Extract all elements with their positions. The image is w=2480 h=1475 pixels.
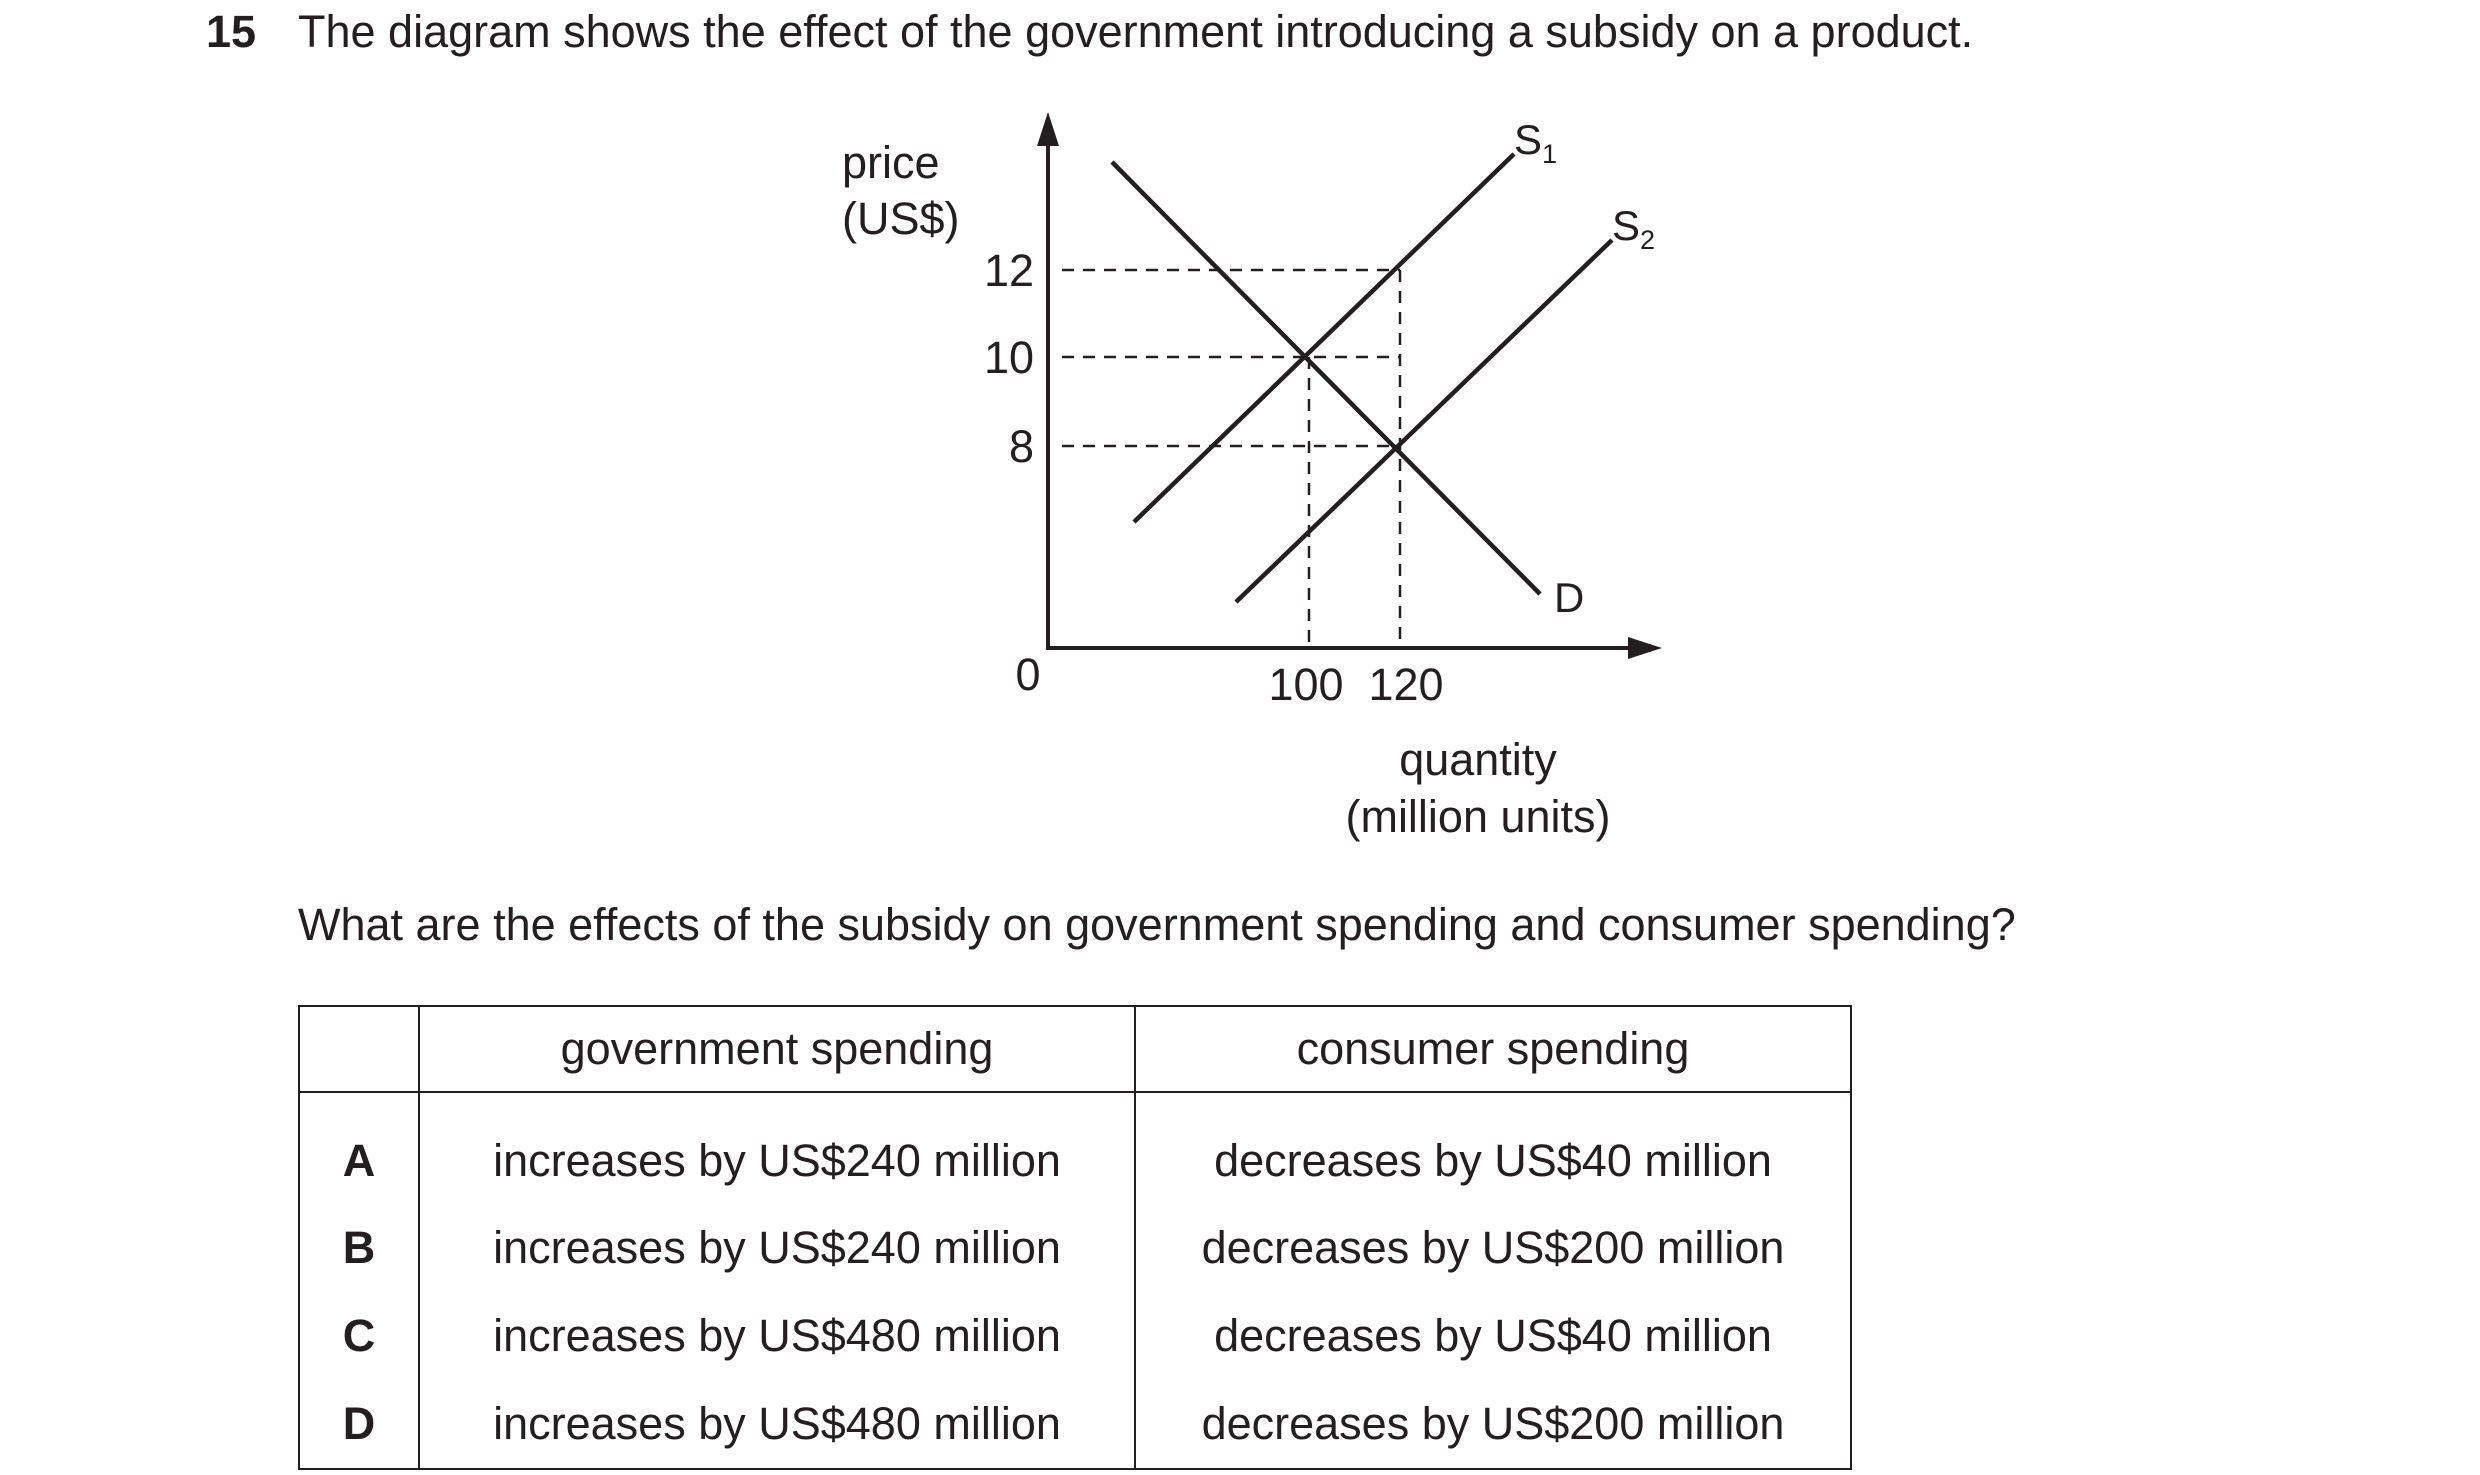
x-axis-arrow — [1628, 637, 1662, 659]
option-letter[interactable]: D — [298, 1380, 420, 1470]
y-axis-label-line1: price — [842, 137, 940, 188]
option-row-a[interactable]: A increases by US$240 million decreases … — [298, 1092, 1852, 1204]
question-stem: The diagram shows the effect of the gove… — [298, 6, 1974, 57]
header-consumer-spending: consumer spending — [1134, 1005, 1852, 1093]
origin-label: 0 — [1015, 649, 1040, 700]
y-tick-12: 12 — [984, 245, 1034, 296]
supply-curve-s1 — [1132, 152, 1516, 524]
option-letter[interactable]: B — [298, 1204, 420, 1292]
y-tick-10: 10 — [984, 332, 1034, 383]
option-letter[interactable]: A — [298, 1092, 420, 1204]
x-axis-label-line1: quantity — [1399, 734, 1557, 785]
supply-curve-s2 — [1234, 238, 1614, 604]
option-row-b[interactable]: B increases by US$240 million decreases … — [298, 1204, 1852, 1292]
option-government: increases by US$240 million — [418, 1092, 1136, 1204]
options-table: government spending consumer spending A … — [298, 1005, 1852, 1470]
x-tick-120: 120 — [1368, 659, 1443, 710]
option-row-d[interactable]: D increases by US$480 million decreases … — [298, 1380, 1852, 1470]
option-government: increases by US$240 million — [418, 1204, 1136, 1292]
option-letter[interactable]: C — [298, 1292, 420, 1380]
header-letter — [298, 1005, 420, 1093]
header-government-spending: government spending — [418, 1005, 1136, 1093]
label-s1: S1 — [1514, 116, 1557, 169]
label-s2-main: S — [1612, 202, 1640, 249]
option-consumer: decreases by US$40 million — [1134, 1092, 1852, 1204]
label-s1-main: S — [1514, 116, 1542, 163]
supply-demand-diagram: price (US$) 12 10 8 0 100 120 quantity (… — [842, 112, 1662, 842]
option-consumer: decreases by US$200 million — [1134, 1380, 1852, 1470]
label-s2: S2 — [1612, 202, 1655, 255]
x-tick-100: 100 — [1268, 659, 1343, 710]
question-prompt: What are the effects of the subsidy on g… — [298, 899, 2016, 950]
y-tick-8: 8 — [1009, 421, 1034, 472]
y-axis-arrow — [1037, 112, 1059, 146]
option-row-c[interactable]: C increases by US$480 million decreases … — [298, 1292, 1852, 1380]
option-consumer: decreases by US$40 million — [1134, 1292, 1852, 1380]
option-government: increases by US$480 million — [418, 1380, 1136, 1470]
question-number: 15 — [206, 6, 257, 57]
table-header-row: government spending consumer spending — [298, 1005, 1852, 1093]
x-axis-label-line2: (million units) — [1345, 791, 1610, 842]
demand-curve — [1110, 160, 1542, 596]
y-axis-label-line2: (US$) — [842, 193, 960, 244]
label-demand: D — [1554, 574, 1584, 621]
option-consumer: decreases by US$200 million — [1134, 1204, 1852, 1292]
option-government: increases by US$480 million — [418, 1292, 1136, 1380]
label-s1-sub: 1 — [1542, 139, 1557, 169]
label-s2-sub: 2 — [1640, 225, 1655, 255]
